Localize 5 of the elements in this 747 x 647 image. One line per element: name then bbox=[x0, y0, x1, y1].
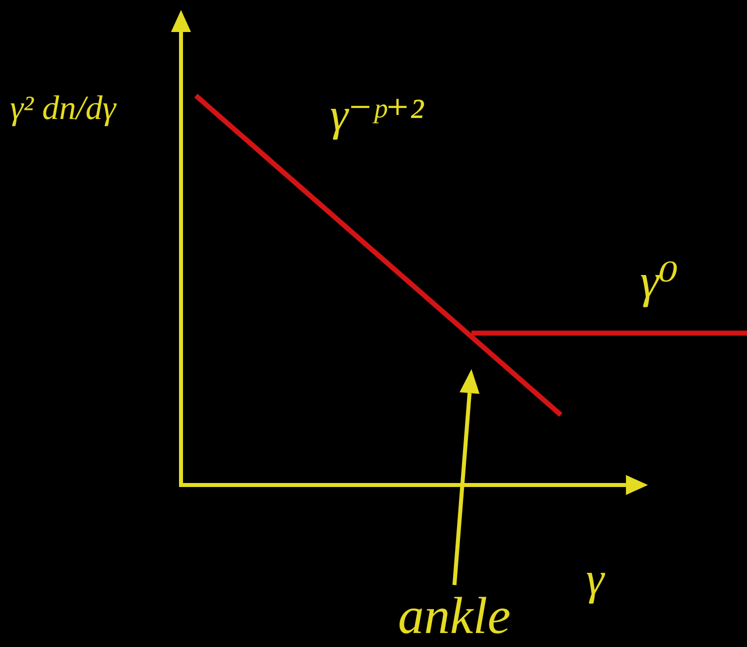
text: ankle bbox=[398, 588, 511, 645]
x-axis-title: γ bbox=[586, 553, 604, 604]
y-axis-title: γ² dn/dγ bbox=[10, 90, 116, 127]
series-label: γ⁻ᵖ⁺² bbox=[330, 89, 424, 140]
series-label: γ⁰ bbox=[640, 255, 678, 308]
